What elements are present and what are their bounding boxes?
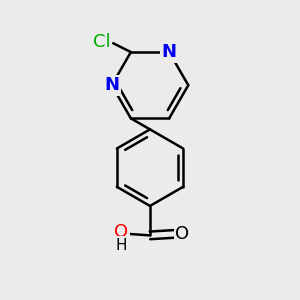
Text: Cl: Cl xyxy=(93,33,111,51)
Text: O: O xyxy=(114,223,128,241)
Text: N: N xyxy=(162,43,177,61)
Text: N: N xyxy=(104,76,119,94)
Text: H: H xyxy=(116,238,127,253)
Text: O: O xyxy=(175,225,190,243)
